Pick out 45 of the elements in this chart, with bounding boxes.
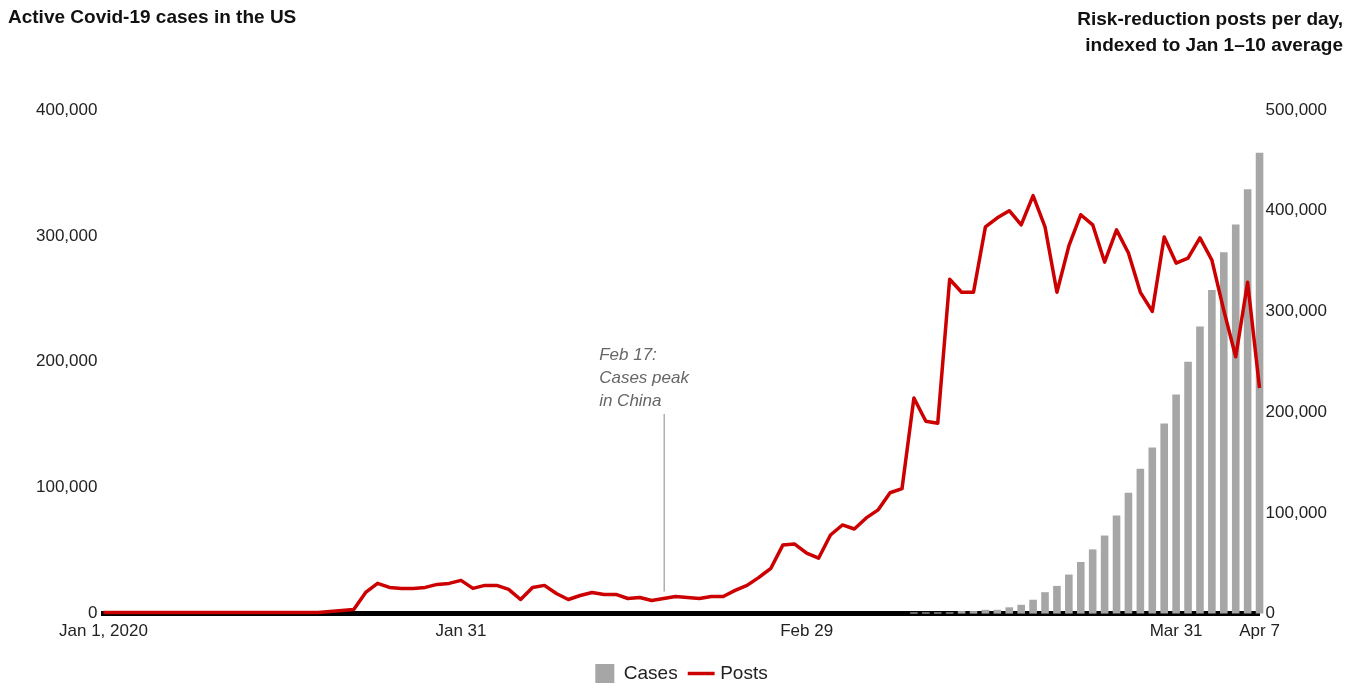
bar bbox=[1076, 561, 1085, 614]
bar bbox=[1088, 549, 1097, 614]
bar bbox=[957, 611, 966, 614]
x-tick-label: Mar 31 bbox=[1149, 621, 1203, 641]
y-tick-label: 400,000 bbox=[36, 99, 98, 119]
bar bbox=[1041, 592, 1049, 614]
x-tick-label: Apr 7 bbox=[1239, 621, 1280, 641]
bar bbox=[981, 609, 990, 614]
bar bbox=[1112, 515, 1121, 614]
y-tick-label: 300,000 bbox=[36, 225, 98, 245]
x-tick-label: Jan 31 bbox=[435, 621, 487, 641]
bar bbox=[1017, 604, 1025, 614]
bar bbox=[1148, 447, 1157, 614]
bar bbox=[1136, 468, 1145, 614]
x-tick-label: Feb 29 bbox=[780, 621, 834, 641]
bar bbox=[1208, 290, 1216, 614]
bar bbox=[1196, 326, 1204, 614]
annotation: Feb 17: Cases peak in China bbox=[599, 345, 691, 410]
y2-axis-title: Risk-reduction posts per day, indexed to Jan 1–10 average bbox=[1077, 7, 1343, 57]
y2-tick-label: 0 bbox=[1265, 603, 1276, 623]
bar bbox=[1184, 361, 1192, 614]
y-tick-label: 0 bbox=[87, 603, 98, 623]
bar bbox=[1160, 423, 1168, 614]
bar bbox=[1172, 394, 1180, 614]
y-tick-label: 100,000 bbox=[36, 477, 98, 497]
y2-tick-label: 200,000 bbox=[1265, 401, 1327, 421]
bar bbox=[969, 611, 978, 614]
bar bbox=[1005, 607, 1014, 614]
y2-tick-label: 100,000 bbox=[1265, 502, 1327, 522]
y2-tick-label: 400,000 bbox=[1265, 200, 1327, 220]
y-axis-title: Active Covid-19 cases in the US bbox=[8, 6, 297, 28]
bar bbox=[1029, 599, 1037, 614]
bar bbox=[1219, 252, 1228, 614]
bar bbox=[1065, 574, 1073, 614]
legend-label: Posts bbox=[720, 661, 768, 683]
bar bbox=[1124, 492, 1133, 614]
bar bbox=[993, 609, 1002, 614]
y2-tick-label: 300,000 bbox=[1265, 301, 1327, 321]
y-tick-label: 200,000 bbox=[36, 351, 98, 371]
x-tick-label: Jan 1, 2020 bbox=[59, 621, 148, 641]
y2-tick-label: 500,000 bbox=[1265, 99, 1327, 119]
bar bbox=[1053, 585, 1061, 614]
legend-label: Cases bbox=[623, 661, 678, 683]
bar bbox=[1231, 224, 1240, 614]
bar bbox=[1100, 535, 1109, 614]
